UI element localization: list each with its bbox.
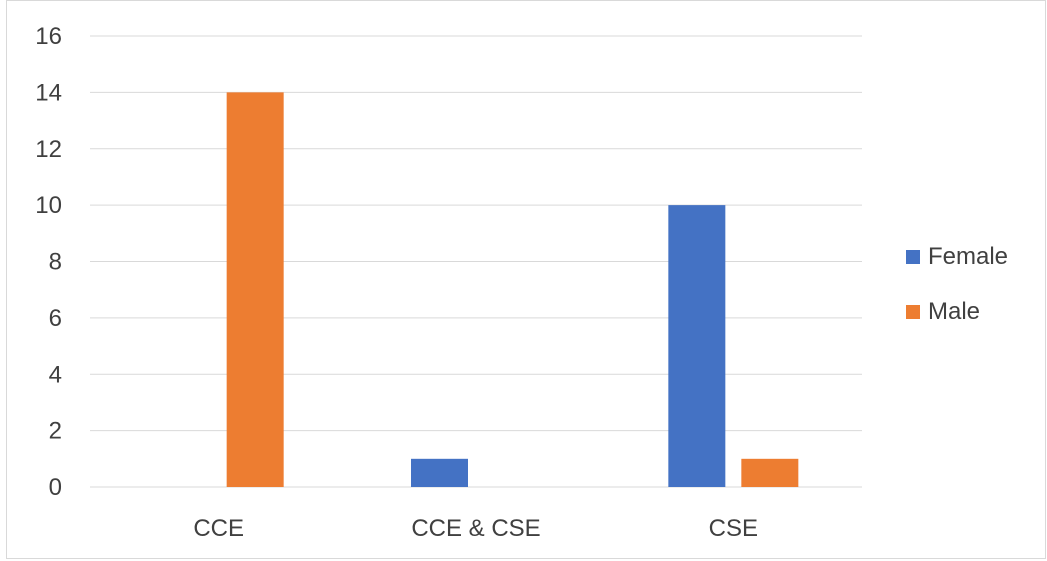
bar-female-1	[411, 458, 468, 487]
bar-male-2	[741, 458, 799, 487]
legend-label-male: Male	[928, 298, 981, 325]
chart-frame	[6, 0, 1046, 559]
x-tick-label: CCE	[193, 515, 244, 542]
y-tick-label: 14	[35, 79, 62, 106]
legend: Female Male	[906, 243, 1008, 353]
y-tick-label: 2	[49, 418, 62, 445]
legend-swatch-female	[906, 250, 920, 264]
gridlines	[90, 35, 862, 488]
y-axis-ticks: 0 2 4 6 8 10 12 14 16	[35, 23, 62, 501]
y-tick-label: 12	[35, 136, 62, 163]
legend-item-female: Female	[906, 243, 1008, 271]
y-tick-label: 6	[49, 305, 62, 332]
legend-item-male: Male	[906, 298, 1008, 326]
legend-label-female: Female	[928, 243, 1009, 270]
x-axis-ticks: CCE CCE & CSE CSE	[193, 515, 758, 542]
bar-male-0	[226, 92, 284, 487]
bar-female-2	[668, 205, 726, 487]
y-tick-label: 16	[35, 23, 62, 50]
legend-swatch-male	[906, 305, 920, 319]
y-tick-label: 0	[49, 474, 62, 501]
y-tick-label: 10	[35, 192, 62, 219]
x-tick-label: CCE & CSE	[411, 515, 540, 542]
y-tick-label: 4	[49, 361, 62, 388]
y-tick-label: 8	[49, 249, 62, 276]
x-tick-label: CSE	[709, 515, 758, 542]
bars	[226, 92, 799, 487]
